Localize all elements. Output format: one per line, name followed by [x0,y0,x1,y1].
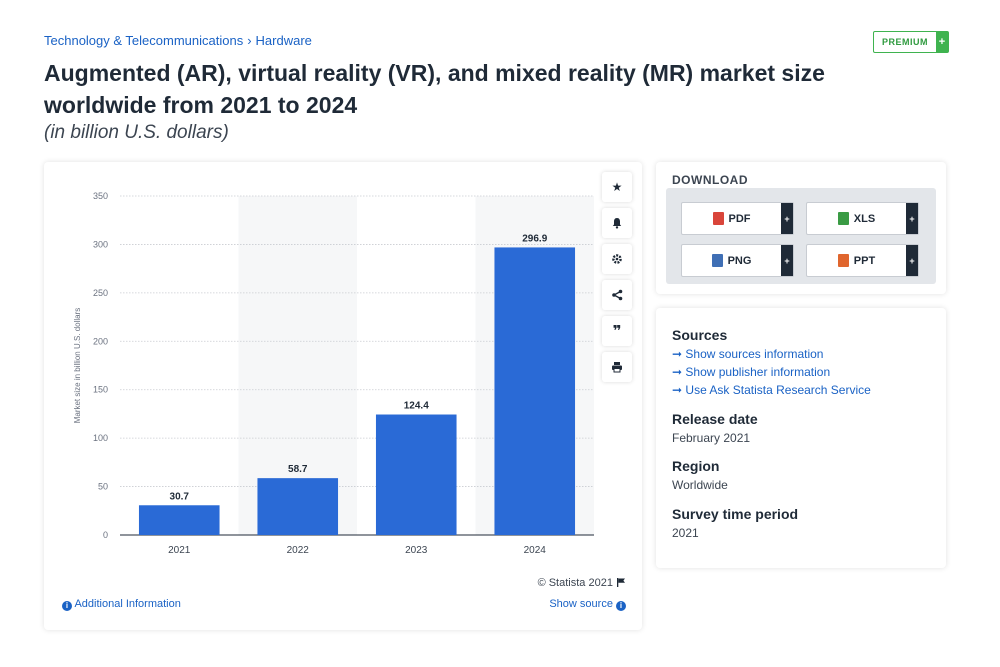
share-icon[interactable] [602,280,632,310]
breadcrumb-category-link[interactable]: Technology & Telecommunications [44,33,244,48]
additional-information-link[interactable]: i Additional Information [62,598,181,611]
chart-panel: 0 50 100 150 200 250 300 350 30.7 2021 58.7 2022 124… [44,162,642,630]
release-date-heading: Release date [672,411,758,427]
data-label: 58.7 [288,464,308,475]
png-file-icon [711,254,723,267]
y-tick-label: 300 [93,239,108,249]
show-source-link[interactable]: Show source i [549,598,626,611]
premium-plus-icon: + [936,32,948,52]
bar-chart: 0 50 100 150 200 250 300 350 30.7 2021 58.7 2022 124… [73,191,594,556]
info-panel: Sources ➞ Show sources information ➞ Sho… [656,308,946,568]
favorite-star-icon[interactable]: ★ [602,172,632,202]
ppt-file-icon [837,254,849,267]
y-tick-label: 350 [93,191,108,201]
plus-icon: + [906,203,918,234]
data-label: 296.9 [522,233,547,244]
premium-badge[interactable]: PREMIUM + [873,31,949,53]
y-axis-title: Market size in billion U.S. dollars [73,308,82,424]
survey-period-value: 2021 [672,526,699,540]
print-icon[interactable] [602,352,632,382]
arrow-right-icon: ➞ [672,347,683,361]
sources-heading: Sources [672,327,728,343]
data-label: 30.7 [170,491,190,502]
bar-2022 [257,478,339,535]
ask-statista-research-link[interactable]: ➞ Use Ask Statista Research Service [672,383,871,397]
info-icon: i [616,601,626,611]
download-ppt-button[interactable]: PPT + [806,244,919,277]
download-png-button[interactable]: PNG + [681,244,794,277]
bar-2021 [138,505,220,535]
breadcrumb-separator: › [247,33,252,48]
x-tick-label: 2023 [405,545,428,556]
x-tick-label: 2021 [168,545,191,556]
breadcrumb: Technology & Telecommunications › Hardware [44,33,312,48]
citation-quote-icon[interactable]: ❞ [602,316,632,346]
download-pdf-button[interactable]: PDF + [681,202,794,235]
download-button-grid: PDF + XLS + PNG + PPT + [666,188,936,284]
flag-icon[interactable] [616,577,626,590]
survey-period-heading: Survey time period [672,506,799,522]
settings-gear-icon[interactable] [602,244,632,274]
region-heading: Region [672,458,720,474]
plus-icon: + [906,245,918,276]
y-tick-label: 50 [98,482,108,492]
chart-copyright: © Statista 2021 [538,577,626,590]
x-tick-label: 2024 [524,545,547,556]
y-tick-label: 0 [103,530,108,540]
plus-icon: + [781,203,793,234]
region-value: Worldwide [672,478,728,492]
arrow-right-icon: ➞ [672,365,683,379]
download-panel: DOWNLOAD PDF + XLS + PNG + PPT + [656,162,946,294]
download-xls-button[interactable]: XLS + [806,202,919,235]
release-date-value: February 2021 [672,431,751,445]
x-tick-label: 2022 [287,545,310,556]
show-sources-information-link[interactable]: ➞ Show sources information [672,347,824,361]
xls-file-icon [837,212,849,225]
bar-2023 [375,414,457,535]
info-icon: i [62,601,72,611]
premium-label: PREMIUM [882,37,928,47]
download-heading: DOWNLOAD [672,173,748,187]
plus-icon: + [781,245,793,276]
show-publisher-information-link[interactable]: ➞ Show publisher information [672,365,831,379]
y-tick-label: 200 [93,336,108,346]
data-label: 124.4 [404,401,429,412]
page-subtitle: (in billion U.S. dollars) [44,122,229,143]
y-tick-label: 100 [93,433,108,443]
bar-2024 [494,247,576,535]
y-tick-label: 150 [93,385,108,395]
breadcrumb-subcategory-link[interactable]: Hardware [255,33,312,48]
page-title: Augmented (AR), virtual reality (VR), an… [44,60,825,118]
arrow-right-icon: ➞ [672,383,683,397]
pdf-file-icon [712,212,724,225]
notification-bell-icon[interactable] [602,208,632,238]
y-tick-label: 250 [93,288,108,298]
